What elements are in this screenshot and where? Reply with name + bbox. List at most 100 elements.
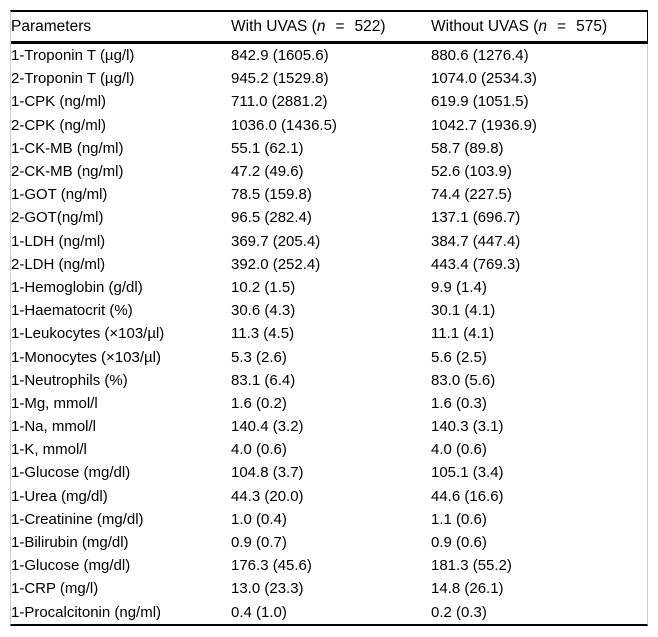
row-without-uvas-value: 58.7 (89.8) [431,139,504,157]
row-with-uvas-value: 1.6 (0.2) [231,394,287,412]
table-row: 1-GOT (ng/ml) 78.5 (159.8) 74.4 (227.5) [11,183,647,206]
row-parameter-label: 1-Haematocrit (%) [11,302,133,320]
row-parameter-label: 2-LDH (ng/ml) [11,255,106,273]
row-with-uvas-value: 842.9 (1605.6) [231,47,329,65]
n-variable: n [316,17,326,35]
row-without-uvas-value: 9.9 (1.4) [431,278,487,296]
row-parameter-label: 1-Bilirubin (mg/dl) [11,534,129,552]
row-parameter-label: 1-CK-MB (ng/ml) [11,139,124,157]
table-row: 1-CPK (ng/ml) 711.0 (2881.2) 619.9 (1051.5… [11,90,647,113]
table-row: 2-LDH (ng/ml) 392.0 (252.4) 443.4 (769.3) [11,253,647,276]
row-without-uvas-value: 619.9 (1051.5) [431,93,529,111]
row-with-uvas-value: 44.3 (20.0) [231,487,304,505]
row-without-uvas-value: 5.6 (2.5) [431,348,487,366]
row-with-uvas-value: 13.0 (23.3) [231,580,304,598]
with-uvas-label: With UVAS ( [231,17,317,35]
row-with-uvas-value: 369.7 (205.4) [231,232,321,250]
column-header-parameters: Parameters [11,12,231,44]
row-with-uvas-value: 0.4 (1.0) [231,603,287,621]
table-row: 1-LDH (ng/ml) 369.7 (205.4) 384.7 (447.4) [11,230,647,253]
row-without-uvas-value: 1074.0 (2534.3) [431,70,537,88]
row-with-uvas-value: 11.3 (4.5) [231,325,295,343]
row-without-uvas-value: 443.4 (769.3) [431,255,521,273]
row-without-uvas-value: 1.6 (0.3) [431,394,487,412]
row-with-uvas-value: 711.0 (2881.2) [231,93,328,111]
header-right-border [647,10,648,44]
row-without-uvas-value: 0.9 (0.6) [431,534,487,552]
row-without-uvas-value: 11.1 (4.1) [431,325,495,343]
row-parameter-label: 2-Troponin T (µg/l) [11,70,135,88]
header-row: Parameters With UVAS (n = 522) Without UVA… [11,12,647,44]
row-parameter-label: 1-Troponin T (µg/l) [11,47,135,65]
statistics-table: Parameters With UVAS (n = 522) Without UVA… [10,10,648,626]
row-parameter-label: 1-Mg, mmol/l [11,394,98,412]
row-without-uvas-value: 105.1 (3.4) [431,464,504,482]
row-parameter-label: 1-Hemoglobin (g/dl) [11,278,143,296]
table-header: Parameters With UVAS (n = 522) Without UVA… [11,12,647,44]
row-with-uvas-value: 78.5 (159.8) [231,186,312,204]
row-parameter-label: 1-Glucose (mg/dl) [11,464,131,482]
table-row: 1-Mg, mmol/l 1.6 (0.2) 1.6 (0.3) [11,392,647,415]
table-row: 1-Troponin T (µg/l) 842.9 (1605.6) 880.6 (… [11,43,647,68]
row-parameter-label: 2-CPK (ng/ml) [11,116,107,134]
row-with-uvas-value: 176.3 (45.6) [231,557,312,575]
table-row: 2-CPK (ng/ml) 1036.0 (1436.5) 1042.7 (1936… [11,114,647,137]
parameters-comparison-table: Parameters With UVAS (n = 522) Without UVA… [11,12,647,624]
column-header-without-uvas: Without UVAS (n = 575) [431,12,647,44]
row-with-uvas-value: 4.0 (0.6) [231,441,287,459]
row-with-uvas-value: 1036.0 (1436.5) [231,116,337,134]
n-variable: n [538,17,548,35]
row-with-uvas-value: 10.2 (1.5) [231,278,296,296]
row-parameter-label: 1-Na, mmol/l [11,418,97,436]
table-row: 1-Urea (mg/dl) 44.3 (20.0) 44.6 (16.6) [11,485,647,508]
table-row: 1-Leukocytes (×103/µl) 11.3 (4.5) 11.1 (4.… [11,322,647,345]
row-without-uvas-value: 4.0 (0.6) [431,441,487,459]
table-row: 2-GOT(ng/ml) 96.5 (282.4) 137.1 (696.7) [11,206,647,229]
row-with-uvas-value: 30.6 (4.3) [231,302,296,320]
row-with-uvas-value: 1.0 (0.4) [231,510,287,528]
row-without-uvas-value: 52.6 (103.9) [431,163,512,181]
table-row: 1-Haematocrit (%) 30.6 (4.3) 30.1 (4.1) [11,299,647,322]
row-without-uvas-value: 384.7 (447.4) [431,232,521,250]
table-row: 1-Monocytes (×103/µl) 5.3 (2.6) 5.6 (2.5) [11,345,647,368]
without-uvas-sample-size: 575 [576,17,602,35]
table-row: 1-CRP (mg/l) 13.0 (23.3) 14.8 (26.1) [11,577,647,600]
table-row: 1-Na, mmol/l 140.4 (3.2) 140.3 (3.1) [11,415,647,438]
row-parameter-label: 1-Creatinine (mg/dl) [11,510,144,528]
row-parameter-label: 1-CPK (ng/ml) [11,93,107,111]
table-row: 1-K, mmol/l 4.0 (0.6) 4.0 (0.6) [11,438,647,461]
row-with-uvas-value: 5.3 (2.6) [231,348,287,366]
row-without-uvas-value: 137.1 (696.7) [431,209,521,227]
close-paren: ) [601,17,608,35]
table-row: 2-Troponin T (µg/l) 945.2 (1529.8) 1074.0 … [11,67,647,90]
row-parameter-label: 1-Neutrophils (%) [11,371,128,389]
row-parameter-label: 1-GOT (ng/ml) [11,186,108,204]
table-row: 1-Procalcitonin (ng/ml) 0.4 (1.0) 0.2 (0.3… [11,601,647,624]
table-row: 1-CK-MB (ng/ml) 55.1 (62.1) 58.7 (89.8) [11,137,647,160]
table-row: 1-Hemoglobin (g/dl) 10.2 (1.5) 9.9 (1.4) [11,276,647,299]
row-with-uvas-value: 0.9 (0.7) [231,534,287,552]
table-row: 1-Glucose (mg/dl) 104.8 (3.7) 105.1 (3.4) [11,461,647,484]
row-parameter-label: 1-Urea (mg/dl) [11,487,108,505]
row-with-uvas-value: 55.1 (62.1) [231,139,304,157]
close-paren: ) [380,17,386,35]
table-body: 1-Troponin T (µg/l) 842.9 (1605.6) 880.6 (… [11,43,647,624]
row-with-uvas-value: 945.2 (1529.8) [231,70,329,88]
row-without-uvas-value: 1.1 (0.6) [431,510,487,528]
row-with-uvas-value: 140.4 (3.2) [231,418,304,436]
row-without-uvas-value: 880.6 (1276.4) [431,47,529,65]
row-without-uvas-value: 83.0 (5.6) [431,371,496,389]
row-parameter-label: 1-Monocytes (×103/µl) [11,348,161,366]
row-without-uvas-value: 30.1 (4.1) [431,302,496,320]
row-parameter-label: 1-Glucose (mg/dl) [11,557,131,575]
row-with-uvas-value: 47.2 (49.6) [231,163,304,181]
table-row: 1-Neutrophils (%) 83.1 (6.4) 83.0 (5.6) [11,369,647,392]
row-without-uvas-value: 140.3 (3.1) [431,418,504,436]
equals-sign: = [335,17,345,35]
row-with-uvas-value: 96.5 (282.4) [231,209,312,227]
column-header-with-uvas: With UVAS (n = 522) [231,12,431,44]
table-row: 1-Creatinine (mg/dl) 1.0 (0.4) 1.1 (0.6) [11,508,647,531]
table-row: 1-Glucose (mg/dl) 176.3 (45.6) 181.3 (55.2… [11,554,647,577]
row-with-uvas-value: 83.1 (6.4) [231,371,296,389]
row-parameter-label: 2-GOT(ng/ml) [11,209,104,227]
